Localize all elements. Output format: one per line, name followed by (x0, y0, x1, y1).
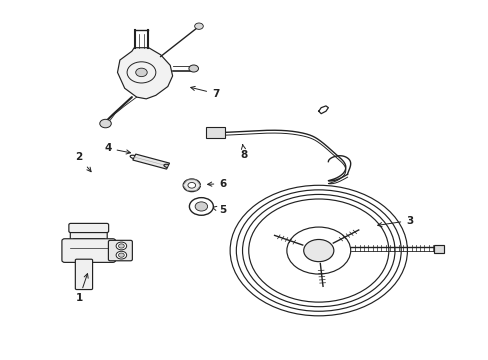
Circle shape (189, 198, 213, 215)
Text: 5: 5 (212, 205, 226, 215)
Circle shape (183, 179, 200, 192)
Circle shape (116, 242, 126, 250)
Text: 4: 4 (104, 143, 130, 154)
FancyBboxPatch shape (75, 259, 92, 289)
FancyBboxPatch shape (108, 240, 132, 261)
Circle shape (194, 23, 203, 30)
Circle shape (195, 202, 207, 211)
Polygon shape (133, 154, 169, 169)
Circle shape (187, 183, 195, 188)
FancyBboxPatch shape (62, 239, 115, 262)
Text: 2: 2 (75, 152, 91, 172)
Text: 8: 8 (241, 145, 247, 160)
Circle shape (100, 119, 111, 128)
Text: 7: 7 (190, 86, 219, 99)
Circle shape (116, 251, 126, 259)
FancyBboxPatch shape (433, 245, 444, 253)
FancyBboxPatch shape (69, 224, 108, 233)
Text: 1: 1 (75, 274, 88, 303)
Circle shape (303, 239, 333, 262)
Circle shape (136, 68, 147, 77)
FancyBboxPatch shape (206, 127, 225, 138)
FancyBboxPatch shape (70, 228, 107, 249)
Text: 3: 3 (377, 216, 413, 227)
Circle shape (188, 65, 198, 72)
Circle shape (118, 253, 124, 257)
Circle shape (118, 244, 124, 248)
Text: 6: 6 (207, 179, 226, 189)
Polygon shape (117, 48, 172, 99)
